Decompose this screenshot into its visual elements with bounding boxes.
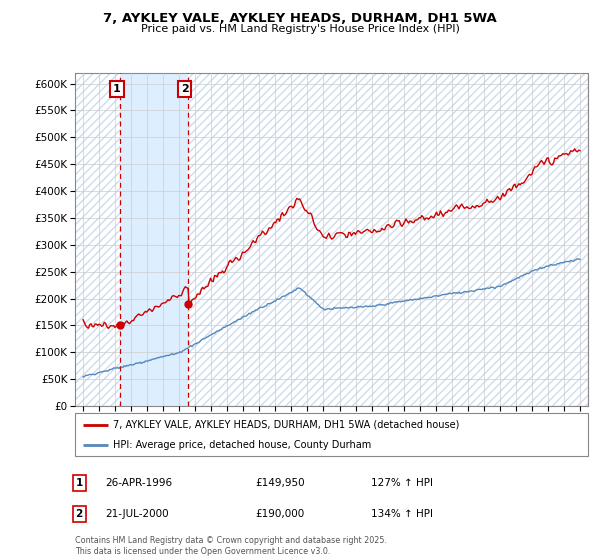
Text: 7, AYKLEY VALE, AYKLEY HEADS, DURHAM, DH1 5WA: 7, AYKLEY VALE, AYKLEY HEADS, DURHAM, DH… <box>103 12 497 25</box>
Text: 2: 2 <box>181 84 188 94</box>
Text: HPI: Average price, detached house, County Durham: HPI: Average price, detached house, Coun… <box>113 440 372 450</box>
Bar <box>120 73 188 406</box>
Text: £190,000: £190,000 <box>255 509 304 519</box>
Text: 7, AYKLEY VALE, AYKLEY HEADS, DURHAM, DH1 5WA (detached house): 7, AYKLEY VALE, AYKLEY HEADS, DURHAM, DH… <box>113 419 460 430</box>
Text: 21-JUL-2000: 21-JUL-2000 <box>105 509 169 519</box>
Text: 1: 1 <box>76 478 83 488</box>
Text: 26-APR-1996: 26-APR-1996 <box>105 478 172 488</box>
Text: 2: 2 <box>76 509 83 519</box>
Text: Price paid vs. HM Land Registry's House Price Index (HPI): Price paid vs. HM Land Registry's House … <box>140 24 460 34</box>
Text: £149,950: £149,950 <box>255 478 305 488</box>
Text: 134% ↑ HPI: 134% ↑ HPI <box>371 509 433 519</box>
Text: Contains HM Land Registry data © Crown copyright and database right 2025.
This d: Contains HM Land Registry data © Crown c… <box>75 536 387 556</box>
Text: 1: 1 <box>113 84 121 94</box>
Text: 127% ↑ HPI: 127% ↑ HPI <box>371 478 433 488</box>
